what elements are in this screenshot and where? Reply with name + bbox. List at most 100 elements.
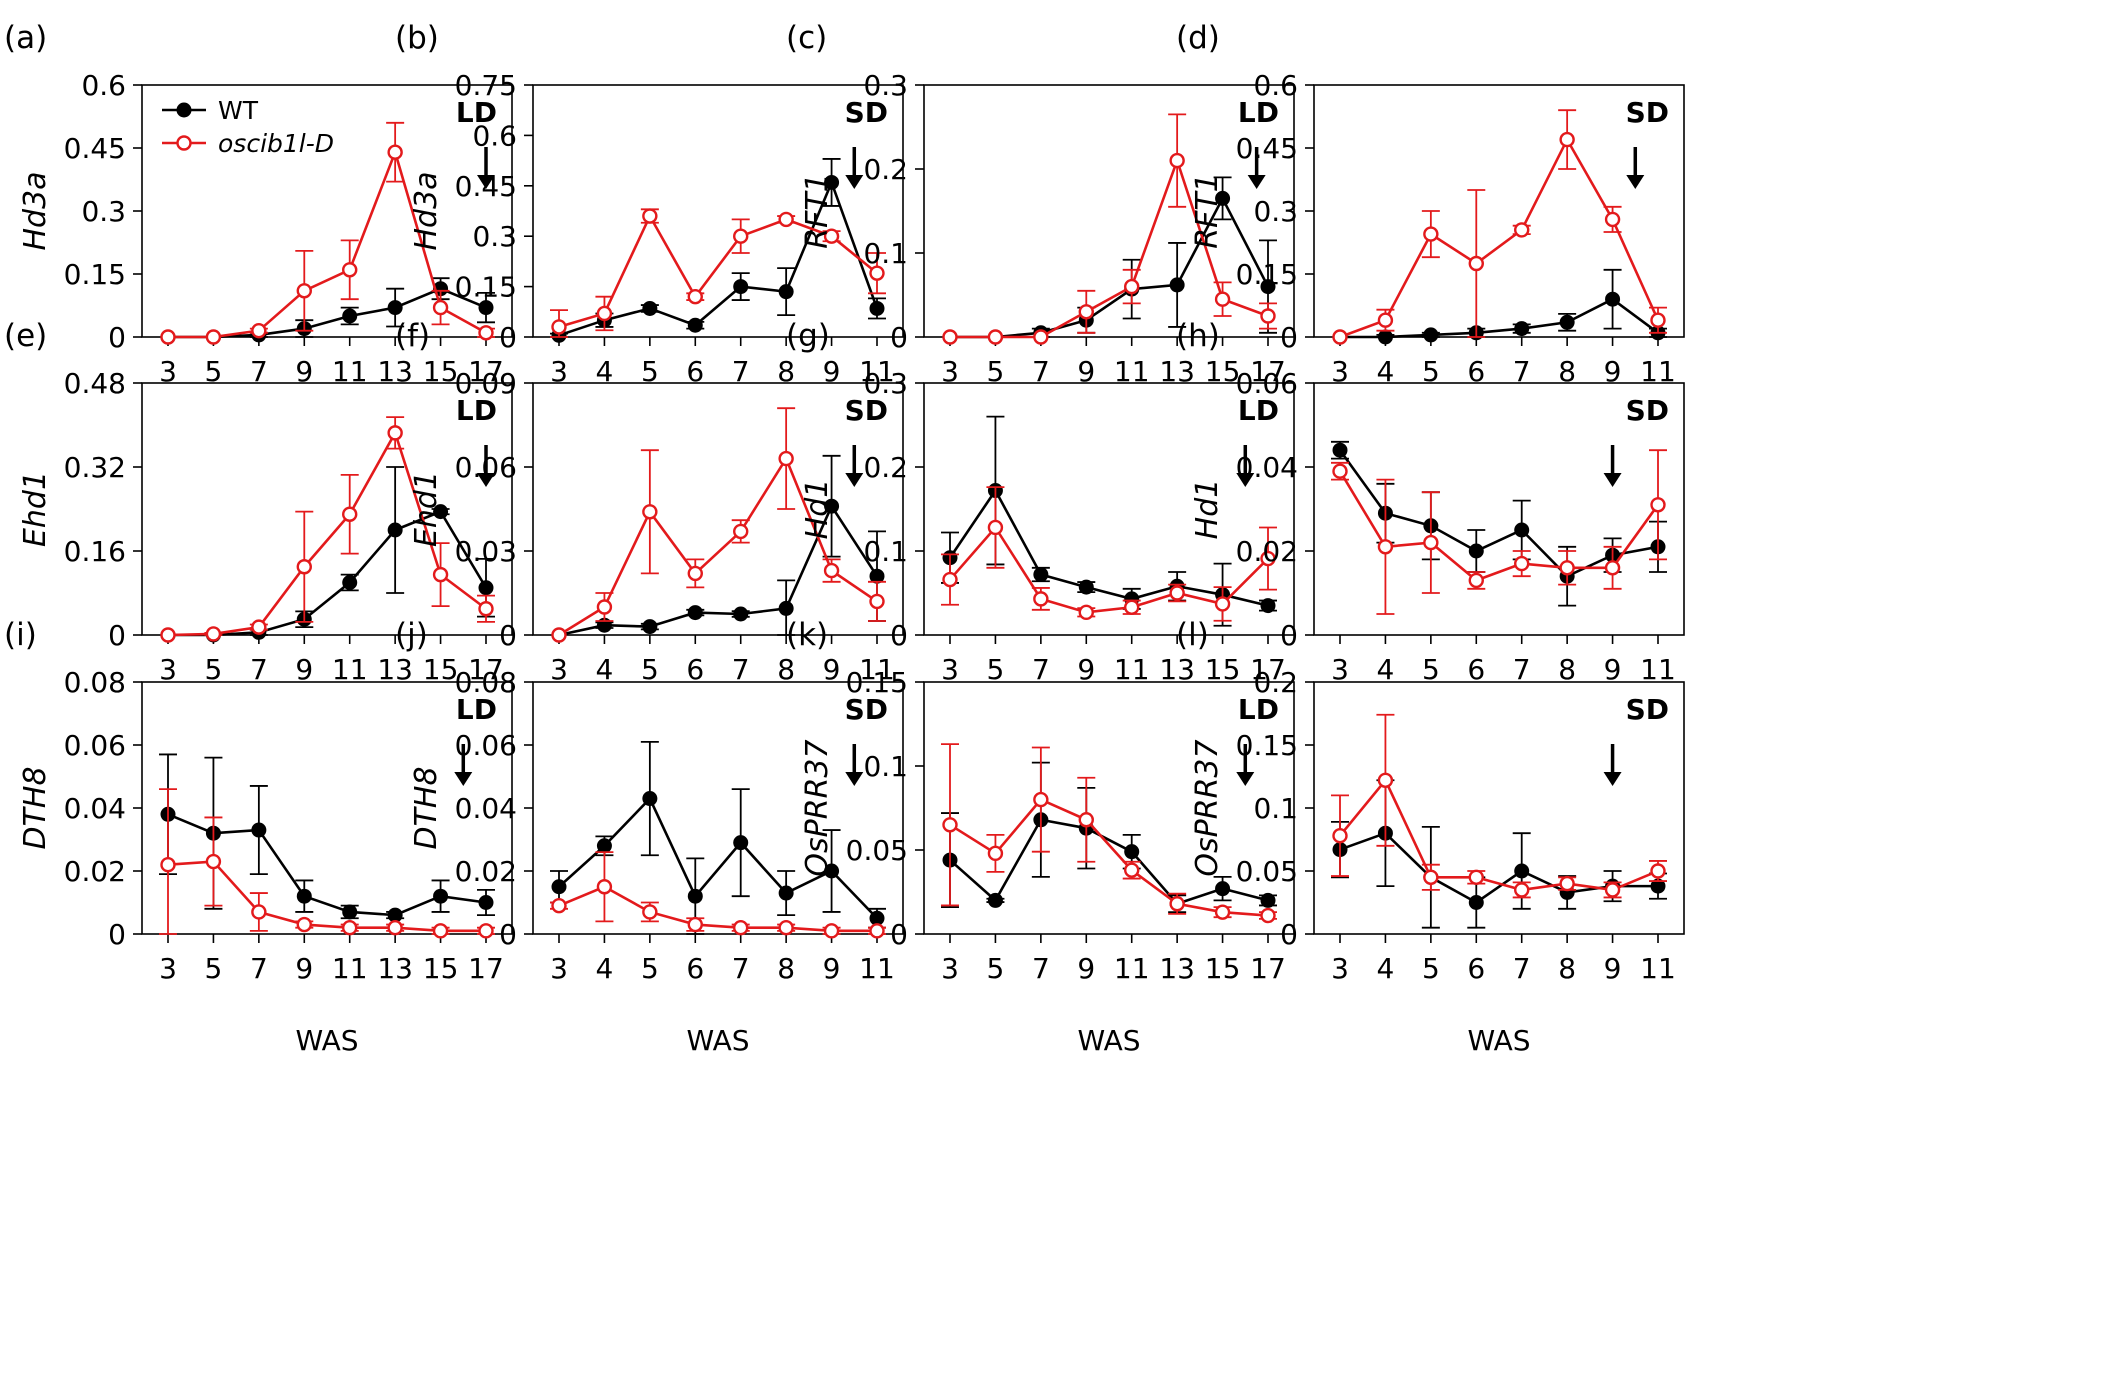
x-tick-label: 6	[686, 653, 704, 686]
y-tick-label: 0.48	[64, 367, 126, 400]
data-point	[296, 283, 312, 299]
x-tick-label: 5	[641, 952, 659, 985]
series-line	[558, 455, 878, 637]
y-tick-label: 0.1	[863, 750, 908, 783]
x-tick-label: 8	[777, 653, 795, 686]
x-tick-label: 9	[1604, 653, 1622, 686]
data-point	[733, 835, 749, 851]
data-point	[1514, 321, 1530, 337]
data-point	[1033, 567, 1049, 583]
y-tick-label: 0.2	[863, 153, 908, 186]
data-point	[823, 923, 840, 939]
series-mutant	[941, 486, 1277, 622]
x-tick-label: 3	[1331, 355, 1349, 388]
y-tick-label: 0.45	[1236, 132, 1298, 165]
data-point	[342, 506, 358, 522]
data-point	[342, 308, 358, 324]
x-tick-label: 3	[1331, 952, 1349, 985]
data-point	[478, 580, 494, 596]
data-point	[596, 305, 613, 322]
data-point	[432, 923, 449, 939]
y-tick-label: 0.15	[1236, 258, 1298, 291]
arrow-head	[845, 175, 864, 189]
data-point	[1468, 869, 1484, 885]
plot-frame	[532, 84, 904, 338]
data-point	[1214, 596, 1231, 612]
data-point	[251, 323, 267, 339]
data-point	[1468, 895, 1484, 910]
data-point	[1423, 869, 1439, 885]
series-mutant	[942, 113, 1277, 345]
y-tick-label: 0.45	[455, 170, 517, 203]
y-tick-label: 0.05	[1236, 855, 1298, 888]
series-line	[558, 178, 879, 337]
x-tick-label: 7	[732, 653, 750, 686]
x-tick-label: 7	[1513, 952, 1531, 985]
panel-i: 00.020.040.060.083 5 7 9 11 13 15 17(i)DTH8WASL…	[4, 617, 513, 1057]
x-tick-label: 8	[1558, 355, 1576, 388]
arrow-head	[454, 772, 473, 786]
y-axis-label: Hd3a	[409, 171, 444, 250]
y-axis-label: RFT1	[1190, 173, 1225, 249]
arrow-head	[845, 473, 864, 487]
data-point	[1332, 329, 1348, 345]
data-point	[1514, 882, 1530, 898]
x-tick-label: 11	[859, 653, 895, 686]
y-tick-label: 0.6	[81, 69, 126, 102]
x-tick-label: 3	[159, 653, 177, 686]
y-tick-label: 0.2	[1253, 666, 1298, 699]
x-tick-label: 5	[987, 355, 1005, 388]
data-point	[1260, 598, 1276, 614]
data-point	[160, 329, 176, 345]
x-tick-label: 17	[468, 952, 504, 985]
x-tick-label: 11	[1640, 653, 1676, 686]
data-point	[432, 299, 449, 316]
data-point	[1215, 881, 1231, 897]
arrow-head	[1626, 175, 1645, 189]
data-point	[1604, 211, 1621, 228]
x-tick-label: 4	[596, 952, 614, 985]
data-point	[987, 845, 1004, 862]
plot-frame	[923, 681, 1295, 935]
x-tick-label: 7	[250, 952, 268, 985]
series-mutant	[160, 121, 495, 345]
x-tick-label: 3	[1331, 653, 1349, 686]
data-point	[687, 565, 703, 582]
data-point	[687, 916, 703, 933]
y-tick-label: 0.15	[455, 271, 517, 304]
arrow-head	[1603, 772, 1622, 786]
data-point	[478, 300, 494, 316]
data-point	[1078, 304, 1094, 320]
series-line	[1339, 831, 1658, 905]
x-tick-label: 17	[1250, 952, 1286, 985]
x-tick-label: 4	[596, 355, 614, 388]
arrow-head	[477, 473, 495, 487]
data-point	[551, 879, 567, 895]
data-point	[551, 319, 567, 335]
data-point	[1377, 312, 1394, 328]
series-line	[167, 813, 487, 917]
x-tick-label: 6	[686, 952, 704, 985]
y-tick-label: 0.04	[455, 792, 517, 825]
series-line	[558, 213, 878, 329]
data-point	[596, 838, 612, 854]
x-tick-label: 7	[1513, 653, 1531, 686]
data-point	[1078, 812, 1094, 828]
data-point	[778, 600, 794, 616]
condition-label: LD	[1238, 96, 1279, 129]
x-tick-label: 8	[777, 952, 795, 985]
data-point	[1332, 463, 1348, 479]
data-point	[1559, 560, 1575, 576]
data-point	[687, 288, 703, 305]
condition-label: LD	[1238, 693, 1279, 726]
x-tick-label: 8	[1558, 653, 1576, 686]
data-point	[1260, 907, 1276, 924]
x-tick-label: 13	[377, 952, 413, 985]
x-axis-label: WAS	[1077, 1024, 1140, 1057]
x-tick-label: 15	[1205, 952, 1241, 985]
